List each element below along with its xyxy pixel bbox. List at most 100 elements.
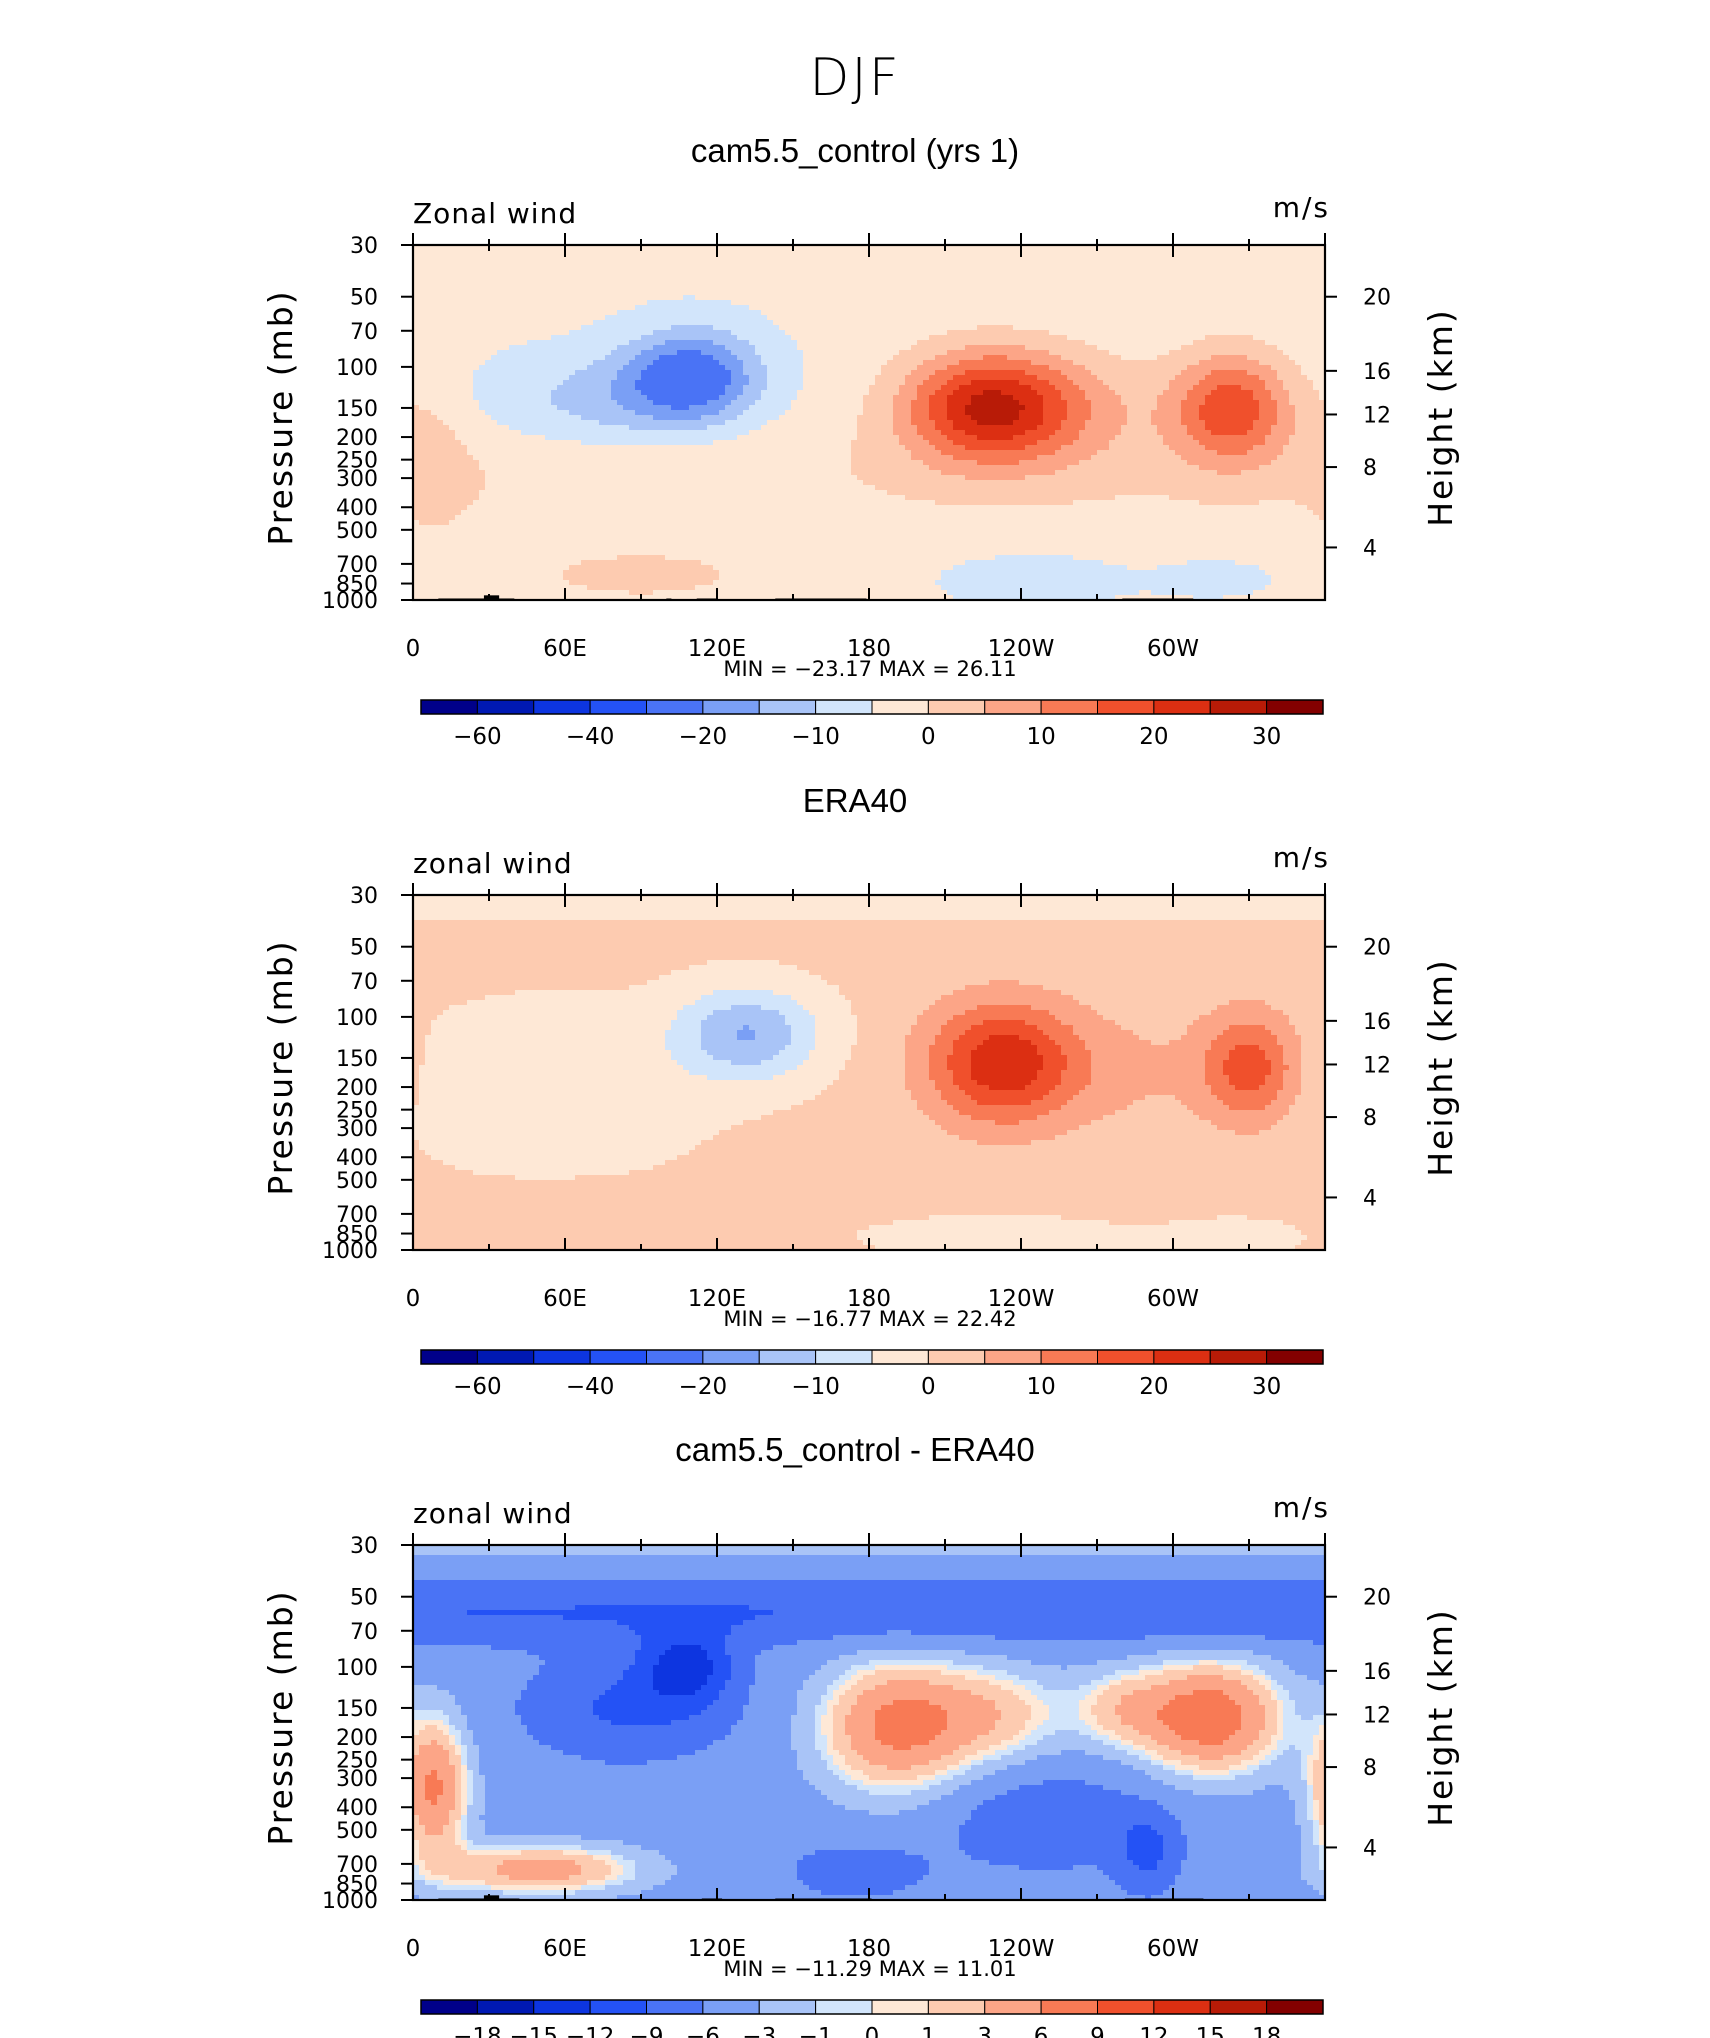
field-cell [929,285,936,291]
field-cell [1037,315,1044,321]
field-cell [893,270,900,276]
field-cell [725,305,732,311]
field-cell [935,335,942,341]
field-cell [833,370,840,376]
field-cell [881,365,888,371]
field-cell [557,380,564,386]
field-cell [467,310,474,316]
field-cell [1265,355,1272,361]
field-cell [821,295,828,301]
field-cell [443,315,450,321]
field-cell [1121,295,1128,301]
field-cell [425,270,432,276]
field-cell [437,280,444,286]
field-cell [1229,265,1236,271]
field-cell [533,375,540,381]
field-cell [1097,245,1104,251]
field-cell [467,400,474,406]
field-cell [1193,290,1200,296]
field-cell [647,305,654,311]
field-cell [1085,375,1092,381]
field-cell [809,270,816,276]
field-cell [1229,245,1236,251]
field-cell [869,260,876,266]
field-cell [1253,245,1260,251]
field-cell [515,355,522,361]
field-cell [653,320,660,326]
field-cell [959,385,966,391]
field-cell [1235,370,1242,376]
field-cell [1073,370,1080,376]
field-cell [923,245,930,251]
field-cell [701,295,708,301]
field-cell [1103,260,1110,266]
field-cell [893,310,900,316]
field-cell [611,310,618,316]
field-cell [515,335,522,341]
field-cell [1259,340,1266,346]
field-cell [443,325,450,331]
field-cell [923,350,930,356]
field-cell [959,305,966,311]
field-cell [473,295,480,301]
field-cell [677,400,684,406]
field-cell [1115,275,1122,281]
field-cell [1013,290,1020,296]
field-cell [833,265,840,271]
field-cell [695,305,702,311]
field-cell [467,370,474,376]
field-cell [1193,305,1200,311]
field-cell [947,375,954,381]
field-cell [1127,360,1134,366]
field-cell [1055,360,1062,366]
field-cell [1073,395,1080,401]
field-cell [989,325,996,331]
field-cell [1301,345,1308,351]
field-cell [707,265,714,271]
field-cell [845,325,852,331]
field-cell [1259,350,1266,356]
field-cell [509,395,516,401]
field-cell [785,395,792,401]
field-cell [929,305,936,311]
field-cell [731,295,738,301]
field-cell [821,320,828,326]
field-cell [779,265,786,271]
field-cell [959,285,966,291]
field-cell [917,325,924,331]
field-cell [1043,400,1050,406]
field-cell [587,330,594,336]
field-cell [1217,365,1224,371]
field-cell [695,300,702,306]
field-cell [1277,345,1284,351]
field-cell [815,250,822,256]
field-cell [1295,375,1302,381]
field-cell [785,360,792,366]
field-cell [1175,250,1182,256]
field-cell [845,260,852,266]
field-cell [785,275,792,281]
field-cell [857,360,864,366]
field-cell [1217,245,1224,251]
field-cell [827,385,834,391]
field-cell [1301,395,1308,401]
field-cell [1007,320,1014,326]
field-cell [929,375,936,381]
field-cell [737,285,744,291]
field-cell [509,375,516,381]
field-cell [581,335,588,341]
field-cell [1121,300,1128,306]
field-cell [569,385,576,391]
field-cell [473,325,480,331]
field-cell [545,310,552,316]
field-cell [539,360,546,366]
field-cell [659,245,666,251]
field-cell [569,375,576,381]
field-cell [437,370,444,376]
field-cell [419,360,426,366]
field-cell [563,245,570,251]
field-cell [965,255,972,261]
field-cell [1289,390,1296,396]
field-cell [605,330,612,336]
field-cell [1217,255,1224,261]
